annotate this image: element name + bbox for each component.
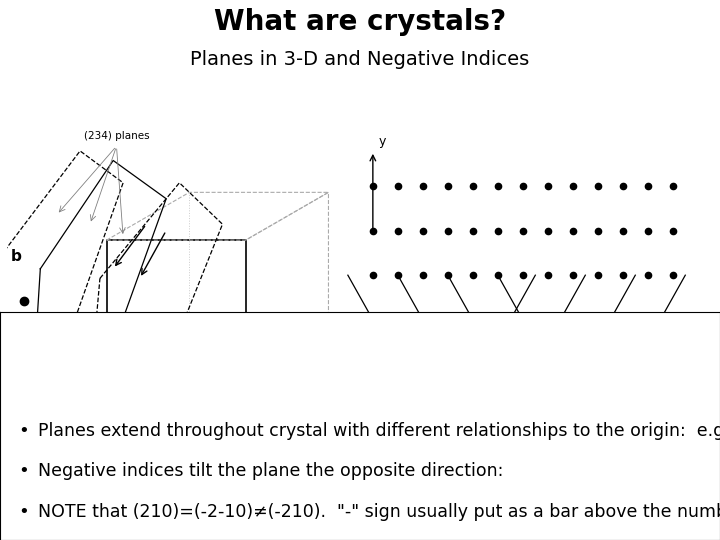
Text: a: a bbox=[266, 313, 274, 327]
Text: (210) or
(-2 -1 0)
planes: (210) or (-2 -1 0) planes bbox=[552, 444, 594, 477]
Text: What are crystals?: What are crystals? bbox=[214, 9, 506, 36]
Text: b: b bbox=[354, 313, 361, 326]
Text: •: • bbox=[18, 462, 29, 480]
Text: c: c bbox=[107, 431, 114, 444]
Text: Planes extend throughout crystal with different relationships to the origin:  e.: Planes extend throughout crystal with di… bbox=[38, 422, 720, 440]
Text: Planes in 3-D and Negative Indices: Planes in 3-D and Negative Indices bbox=[190, 50, 530, 70]
Text: •: • bbox=[18, 422, 29, 440]
Text: Negative indices tilt the plane the opposite direction:: Negative indices tilt the plane the oppo… bbox=[38, 462, 503, 480]
Text: y: y bbox=[379, 135, 386, 148]
Text: b: b bbox=[11, 248, 22, 264]
Text: NOTE that (210)=(-2-10)≠(-210).  "-" sign usually put as a bar above the number: NOTE that (210)=(-2-10)≠(-210). "-" sign… bbox=[38, 503, 720, 521]
Text: (-2 1 0) or
(2-10)
planes: (-2 1 0) or (2-10) planes bbox=[410, 444, 462, 477]
Text: a: a bbox=[394, 374, 402, 387]
Text: •: • bbox=[18, 503, 29, 521]
Text: (234) planes: (234) planes bbox=[84, 131, 149, 141]
Text: x: x bbox=[709, 377, 716, 390]
